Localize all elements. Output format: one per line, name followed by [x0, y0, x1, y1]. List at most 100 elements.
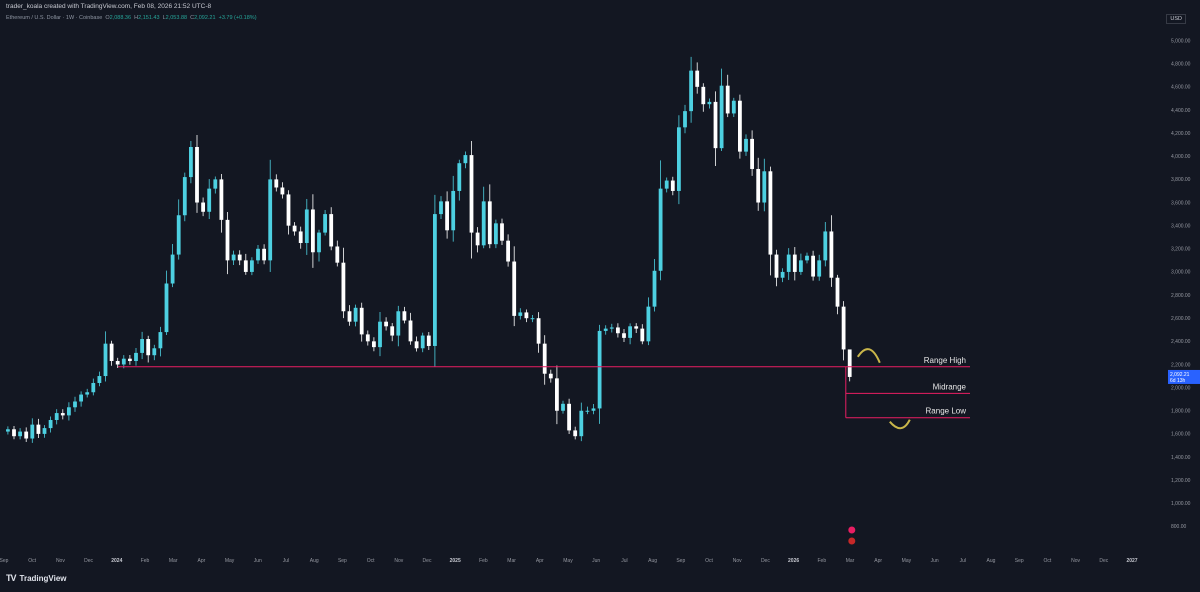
- candle-body: [219, 179, 224, 220]
- candle-body: [195, 146, 199, 203]
- candle-body: [48, 420, 53, 429]
- candle-body: [426, 335, 431, 346]
- symbol-legend[interactable]: Ethereum / U.S. Dollar · 1W · Coinbase O…: [6, 15, 257, 21]
- tradingview-logo-icon: TV: [6, 573, 16, 583]
- time-tick-label: Jul: [621, 558, 627, 564]
- price-tick-label: 3,800.00: [1171, 177, 1191, 183]
- time-tick-label: Nov: [733, 558, 742, 564]
- candle-body: [506, 240, 510, 262]
- candle-body: [54, 413, 59, 421]
- candle-body: [304, 209, 309, 244]
- candle-body: [744, 138, 748, 152]
- price-tick-label: 2,400.00: [1171, 339, 1191, 345]
- currency-button[interactable]: USD: [1166, 14, 1186, 24]
- candle-body: [292, 225, 297, 232]
- price-tick-label: 4,200.00: [1171, 131, 1191, 137]
- time-tick-label: Nov: [1071, 558, 1080, 564]
- candle-body: [274, 179, 279, 188]
- candle-body: [268, 179, 273, 261]
- price-tick-label: 3,400.00: [1171, 223, 1191, 229]
- close-label: C: [190, 15, 195, 21]
- candle-body: [85, 392, 90, 395]
- time-tick-label: Dec: [1099, 558, 1108, 564]
- candle-body: [73, 401, 77, 408]
- time-tick-label: 2026: [788, 558, 799, 564]
- candle-body: [707, 101, 712, 105]
- time-tick-label: Mar: [169, 558, 178, 564]
- candle-body: [225, 219, 230, 261]
- time-tick-label: 2027: [1126, 558, 1137, 564]
- price-axis[interactable]: 5,000.00 4,800.00 4,600.00 4,400.00 4,200.00…: [1168, 24, 1200, 554]
- range-low-label: Range Low: [926, 407, 967, 416]
- price-tick-label: 2,000.00: [1171, 385, 1191, 391]
- candle-body: [420, 335, 425, 349]
- candle-body: [341, 262, 346, 312]
- candle-body: [335, 246, 340, 263]
- candle-body: [359, 307, 364, 335]
- candle-body: [60, 413, 65, 416]
- time-tick-label: Jun: [592, 558, 600, 564]
- candle-body: [402, 311, 407, 321]
- candle-body: [555, 378, 559, 411]
- time-tick-label: Dec: [84, 558, 93, 564]
- candle-body: [378, 321, 382, 348]
- candle-body: [365, 334, 370, 342]
- time-tick-label: Dec: [761, 558, 770, 564]
- candle-body: [140, 339, 144, 353]
- curve-up-drawing[interactable]: [856, 348, 881, 364]
- price-tick-label: 2,800.00: [1171, 293, 1191, 299]
- time-tick-label: Sep: [676, 558, 685, 564]
- candle-body: [738, 100, 742, 152]
- change-value: +3.79 (+0.18%): [218, 15, 257, 21]
- candle-body: [109, 343, 114, 362]
- candle-body: [573, 430, 578, 437]
- price-tick-label: 1,200.00: [1171, 478, 1191, 484]
- tradingview-logo[interactable]: TV TradingView: [6, 573, 67, 583]
- candle-body: [799, 260, 803, 272]
- price-tick-label: 4,000.00: [1171, 154, 1191, 160]
- candlestick-chart[interactable]: Range High Midrange Range Low: [0, 24, 1168, 554]
- time-tick-label: Oct: [367, 558, 375, 564]
- price-tick-label: 1,400.00: [1171, 455, 1191, 461]
- time-tick-label: Sep: [338, 558, 347, 564]
- candle-body: [536, 318, 541, 344]
- time-tick-label: Oct: [1044, 558, 1052, 564]
- dividend-marker-icon[interactable]: [848, 537, 856, 545]
- curve-down-drawing[interactable]: [889, 419, 911, 430]
- price-tick-label: 3,600.00: [1171, 200, 1191, 206]
- price-tick-label: 5,000.00: [1171, 38, 1191, 44]
- candle-body: [512, 261, 517, 316]
- candle-body: [6, 429, 10, 432]
- event-marker-icon[interactable]: [848, 526, 856, 534]
- price-tick-label: 4,400.00: [1171, 108, 1191, 114]
- close-value: 2,092.21: [194, 15, 216, 21]
- symbol-title: Ethereum / U.S. Dollar · 1W · Coinbase: [6, 15, 103, 21]
- candle-body: [298, 231, 303, 244]
- candle-body: [579, 410, 584, 437]
- candle-body: [414, 341, 419, 349]
- candle-body: [256, 248, 260, 261]
- candle-body: [280, 187, 285, 195]
- candle-body: [469, 155, 474, 233]
- time-tick-label: Jul: [283, 558, 289, 564]
- candle-body: [622, 333, 626, 338]
- candle-body: [189, 146, 193, 178]
- candle-body: [36, 424, 41, 434]
- time-axis[interactable]: Sep Oct Nov Dec 2024 Feb Mar Apr May Jun Jul Aug Sep…: [0, 554, 1200, 568]
- candle-body: [792, 254, 797, 272]
- time-tick-label: May: [563, 558, 573, 564]
- candle-body: [677, 127, 681, 191]
- candle-body: [134, 352, 138, 362]
- current-price-tag: [1168, 369, 1200, 384]
- candle-body: [640, 328, 645, 342]
- candle-body: [780, 271, 785, 278]
- candle-body: [548, 373, 553, 379]
- candle-body: [170, 254, 175, 284]
- price-tick-label: 4,800.00: [1171, 62, 1191, 68]
- candle-body: [18, 431, 22, 437]
- candle-body: [786, 254, 791, 272]
- candle-body: [158, 332, 163, 349]
- candle-body: [457, 163, 462, 191]
- candle-body: [390, 326, 395, 336]
- candle-body: [372, 341, 376, 348]
